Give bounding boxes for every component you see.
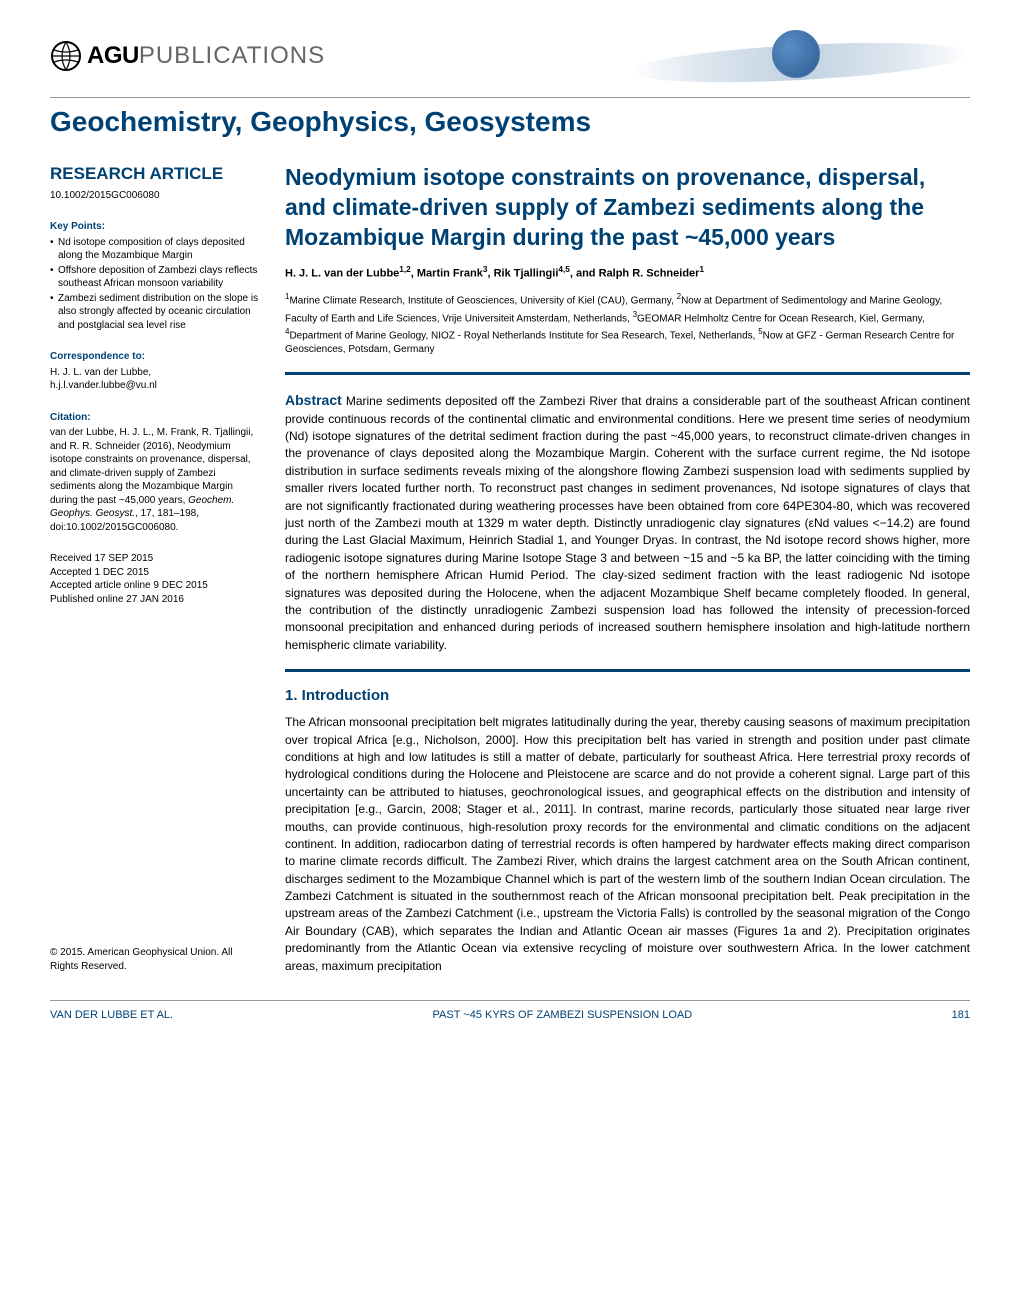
key-points-list: Nd isotope composition of clays deposite…	[50, 236, 260, 333]
agu-globe-icon	[50, 40, 82, 72]
date-online: Accepted article online 9 DEC 2015	[50, 579, 260, 593]
article-title: Neodymium isotope constraints on provena…	[285, 163, 970, 253]
footer-right: 181	[952, 1009, 970, 1021]
affiliations: 1Marine Climate Research, Institute of G…	[285, 291, 970, 357]
footer-left: VAN DER LUBBE ET AL.	[50, 1009, 173, 1021]
correspondence-label: Correspondence to:	[50, 350, 260, 364]
correspondence-block: Correspondence to: H. J. L. van der Lubb…	[50, 350, 260, 393]
divider	[285, 372, 970, 375]
header-decoration	[620, 20, 970, 110]
content-area: RESEARCH ARTICLE 10.1002/2015GC006080 Ke…	[50, 163, 970, 975]
page-footer: VAN DER LUBBE ET AL. PAST ~45 KYRS OF ZA…	[50, 1000, 970, 1021]
key-point-item: Offshore deposition of Zambezi clays ref…	[50, 264, 260, 291]
footer-center: PAST ~45 KYRS OF ZAMBEZI SUSPENSION LOAD	[173, 1009, 952, 1021]
intro-body: The African monsoonal precipitation belt…	[285, 714, 970, 975]
key-points-label: Key Points:	[50, 220, 260, 234]
citation-label: Citation:	[50, 411, 260, 425]
abstract-section: Abstract Marine sediments deposited off …	[285, 390, 970, 654]
main-content: Neodymium isotope constraints on provena…	[285, 163, 970, 975]
correspondence-email: h.j.l.vander.lubbe@vu.nl	[50, 379, 260, 393]
intro-heading: 1. Introduction	[285, 687, 970, 704]
date-received: Received 17 SEP 2015	[50, 552, 260, 566]
authors: H. J. L. van der Lubbe1,2, Martin Frank3…	[285, 265, 970, 280]
date-published: Published online 27 JAN 2016	[50, 593, 260, 607]
key-point-item: Zambezi sediment distribution on the slo…	[50, 292, 260, 333]
citation-text: van der Lubbe, H. J. L., M. Frank, R. Tj…	[50, 427, 253, 533]
dates-block: Received 17 SEP 2015 Accepted 1 DEC 2015…	[50, 552, 260, 606]
globe-graphic	[772, 30, 820, 78]
doi: 10.1002/2015GC006080	[50, 189, 260, 203]
abstract-label: Abstract	[285, 392, 342, 408]
date-accepted: Accepted 1 DEC 2015	[50, 566, 260, 580]
copyright: © 2015. American Geophysical Union. All …	[50, 946, 260, 973]
citation-block: Citation: van der Lubbe, H. J. L., M. Fr…	[50, 411, 260, 535]
correspondence-name: H. J. L. van der Lubbe,	[50, 366, 260, 380]
left-sidebar: RESEARCH ARTICLE 10.1002/2015GC006080 Ke…	[50, 163, 260, 975]
publications-text: PUBLICATIONS	[139, 42, 325, 70]
key-point-item: Nd isotope composition of clays deposite…	[50, 236, 260, 263]
abstract-text: Marine sediments deposited off the Zambe…	[285, 394, 970, 651]
page-header: AGU PUBLICATIONS Geochemistry, Geophysic…	[50, 40, 970, 138]
divider	[285, 669, 970, 672]
agu-text: AGU	[87, 42, 139, 70]
article-type: RESEARCH ARTICLE	[50, 163, 260, 186]
